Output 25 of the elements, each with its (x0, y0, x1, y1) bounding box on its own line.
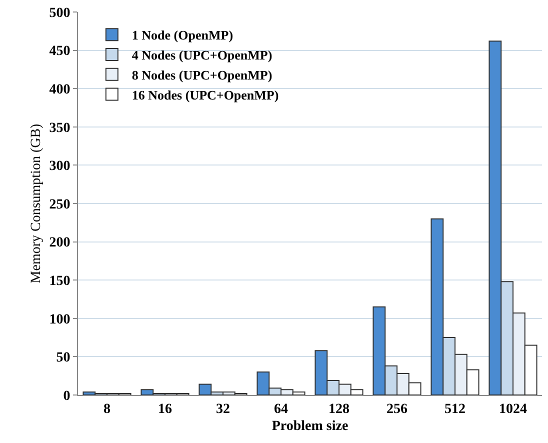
y-tick-label: 100 (49, 312, 70, 328)
x-tick-label: 8 (104, 402, 110, 417)
x-axis-title: Problem size (272, 419, 348, 434)
y-tick-label: 0 (63, 388, 70, 404)
x-tick-label: 256 (386, 402, 408, 417)
y-tick-label: 50 (56, 350, 70, 366)
legend-label: 1 Node (OpenMP) (132, 28, 234, 43)
y-tick-label: 250 (49, 197, 70, 212)
y-tick-label: 350 (49, 120, 70, 136)
x-tick-label: 32 (216, 402, 230, 417)
y-tick-label: 200 (49, 236, 70, 251)
x-tick-label: 1024 (499, 402, 527, 417)
legend-label: 4 Nodes (UPC+OpenMP) (132, 48, 272, 63)
y-axis-title: Memory Consumption (GB) (29, 123, 44, 284)
y-tick-label: 300 (49, 159, 70, 174)
y-tick-label: 450 (49, 44, 70, 60)
x-tick-label: 16 (158, 402, 172, 417)
x-tick-label: 128 (328, 402, 350, 417)
legend-label: 16 Nodes (UPC+OpenMP) (132, 87, 279, 102)
y-tick-label: 400 (49, 82, 70, 98)
legend-label: 8 Nodes (UPC+OpenMP) (132, 67, 272, 82)
y-tick-label: 500 (49, 6, 70, 21)
x-tick-label: 64 (274, 402, 288, 417)
x-tick-label: 512 (444, 402, 466, 417)
y-tick-label: 150 (49, 274, 70, 289)
